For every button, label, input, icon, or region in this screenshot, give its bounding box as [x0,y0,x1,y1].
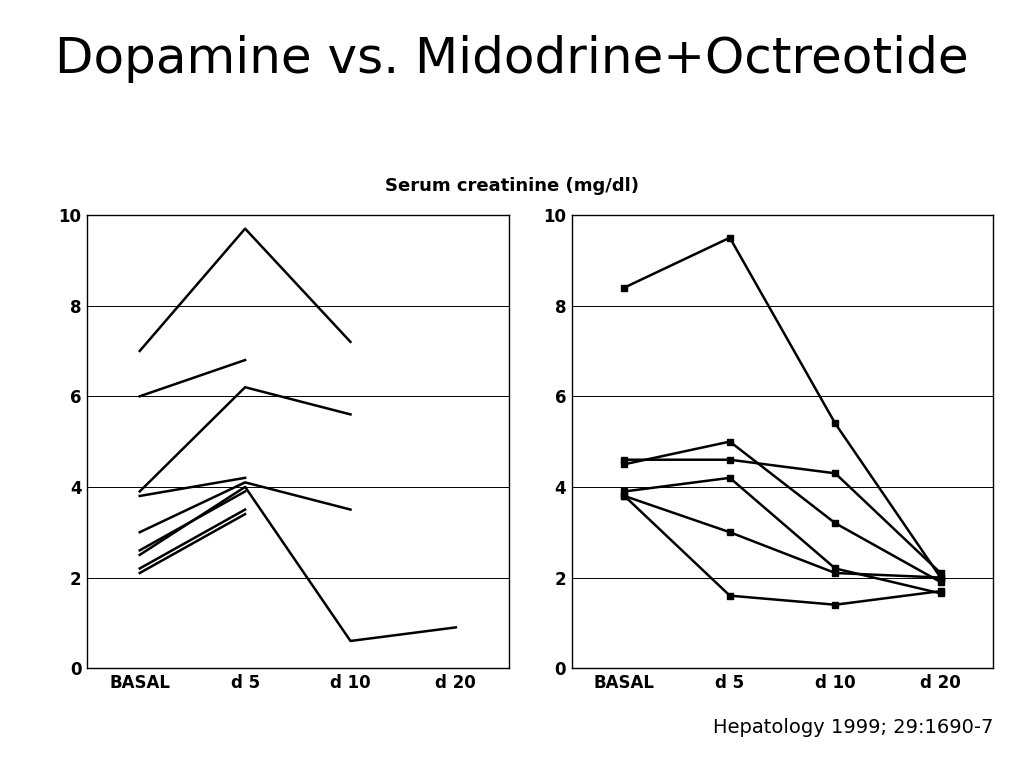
Text: Serum creatinine (mg/dl): Serum creatinine (mg/dl) [385,177,639,194]
Text: Dopamine vs. Midodrine+Octreotide: Dopamine vs. Midodrine+Octreotide [55,35,969,83]
Text: Hepatology 1999; 29:1690-7: Hepatology 1999; 29:1690-7 [713,718,993,737]
